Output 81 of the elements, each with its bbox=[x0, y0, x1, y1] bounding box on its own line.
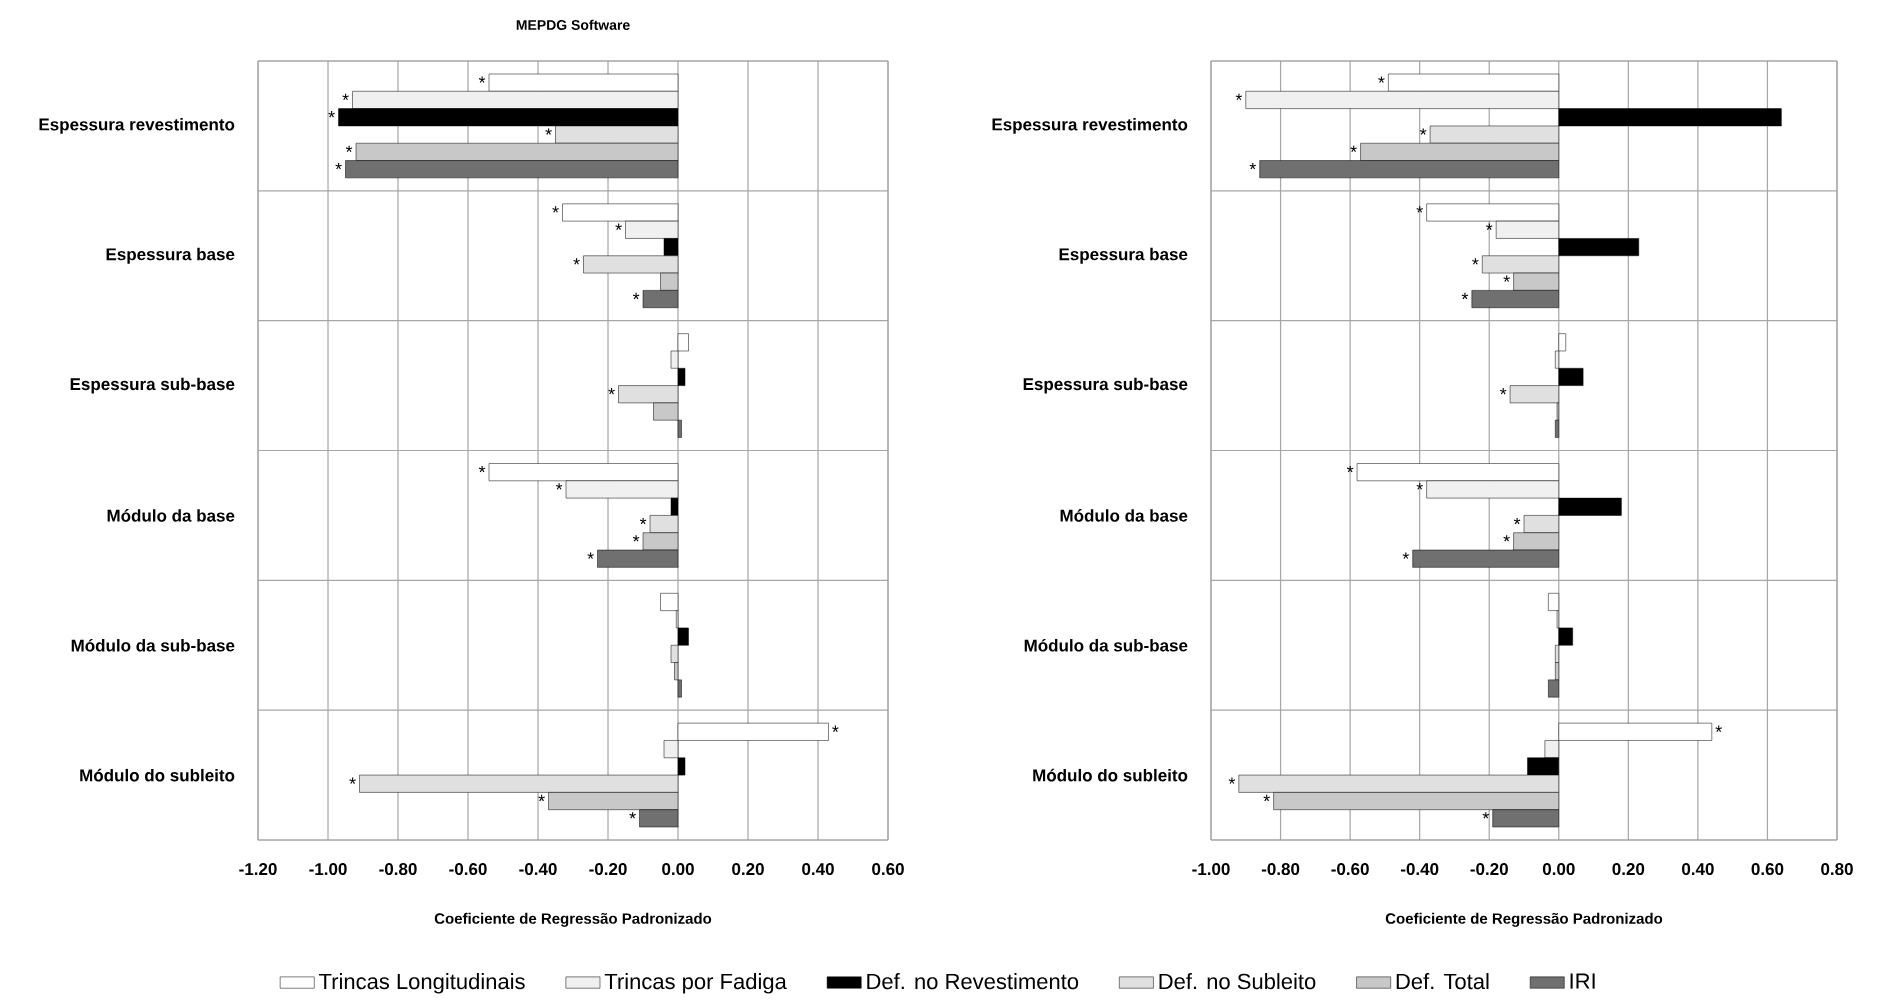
data-label: * bbox=[1472, 258, 1479, 265]
data-label: * bbox=[1503, 275, 1510, 282]
x-tick-label: 0.00 bbox=[662, 863, 694, 876]
legend-label: Trincas Longitudinais bbox=[319, 973, 525, 994]
data-label: * bbox=[587, 552, 594, 559]
data-label: * bbox=[573, 258, 580, 265]
y-tick-label: Espessura base bbox=[106, 247, 235, 264]
chart-title: MEPDG Software bbox=[516, 19, 630, 30]
data-label: * bbox=[1513, 517, 1521, 525]
x-tick-label: 0.20 bbox=[732, 863, 764, 876]
data-label: * bbox=[1416, 206, 1423, 213]
data-label: * bbox=[632, 535, 640, 542]
x-tick-label: 0.60 bbox=[1751, 863, 1784, 876]
data-label: * bbox=[1419, 128, 1427, 135]
x-tick-label: -1.20 bbox=[239, 863, 277, 876]
y-tick-label: Módulo do subleito bbox=[80, 768, 235, 782]
legend-label: Def. Total bbox=[1396, 973, 1489, 990]
y-tick-label: Espessura revestimento bbox=[39, 118, 235, 134]
data-label: * bbox=[1486, 223, 1493, 230]
data-label: * bbox=[328, 111, 335, 118]
data-label: * bbox=[1378, 76, 1385, 83]
data-label: * bbox=[1715, 725, 1722, 732]
y-tick-label: Espessura sub-base bbox=[1023, 377, 1188, 394]
data-label: * bbox=[1402, 552, 1410, 559]
x-tick-label: -0.40 bbox=[519, 863, 557, 876]
x-tick-label: 0.40 bbox=[802, 863, 834, 876]
x-tick-label: -0.60 bbox=[449, 863, 487, 876]
data-label: * bbox=[349, 777, 356, 784]
x-tick-label: 0.60 bbox=[872, 863, 904, 876]
data-label: * bbox=[639, 517, 647, 525]
x-tick-label: -0.80 bbox=[379, 863, 417, 876]
data-label: * bbox=[1499, 388, 1507, 395]
data-label: * bbox=[478, 76, 486, 83]
y-tick-label: Módulo da sub-base bbox=[71, 638, 235, 652]
data-label: * bbox=[552, 206, 559, 213]
data-label: * bbox=[608, 388, 615, 395]
x-tick-label: -0.20 bbox=[1470, 863, 1508, 876]
y-tick-label: Módulo da sub-base bbox=[1024, 638, 1188, 652]
x-tick-label: 0.20 bbox=[1612, 863, 1645, 876]
x-tick-label: -1.00 bbox=[1192, 863, 1230, 876]
x-axis-title: Coeficiente de Regressão Padronizado bbox=[1385, 912, 1663, 927]
data-label: * bbox=[342, 93, 349, 101]
legend-label: IRI bbox=[1570, 973, 1595, 989]
x-tick-label: 0.00 bbox=[1542, 863, 1575, 876]
data-label: * bbox=[1503, 535, 1510, 542]
x-tick-label: 0.40 bbox=[1682, 863, 1714, 876]
data-label: * bbox=[832, 725, 839, 732]
data-label: * bbox=[1461, 292, 1469, 300]
x-tick-label: -0.40 bbox=[1400, 863, 1439, 876]
data-label: * bbox=[538, 794, 545, 802]
data-label: * bbox=[1249, 163, 1256, 170]
data-label: * bbox=[1228, 777, 1236, 784]
y-tick-label: Módulo da base bbox=[1060, 509, 1188, 522]
x-tick-label: -1.00 bbox=[309, 863, 347, 876]
data-label: * bbox=[1416, 483, 1423, 490]
data-label: * bbox=[1263, 794, 1270, 802]
legend-label: Def. no Subleito bbox=[1159, 973, 1316, 990]
data-label: * bbox=[1350, 145, 1357, 153]
data-label: * bbox=[555, 483, 563, 490]
y-tick-label: Espessura revestimento bbox=[992, 117, 1188, 134]
x-axis-title: Coeficiente de Regressão Padronizado bbox=[434, 912, 712, 927]
legend-label: Def. no Revestimento bbox=[867, 973, 1079, 990]
data-label: * bbox=[345, 145, 353, 153]
data-label: * bbox=[545, 128, 552, 135]
x-tick-label: -0.60 bbox=[1331, 863, 1369, 876]
y-tick-label: Espessura sub-base bbox=[70, 377, 235, 394]
data-label: * bbox=[335, 163, 342, 170]
data-label: * bbox=[1482, 812, 1490, 819]
data-label: * bbox=[1235, 93, 1243, 101]
data-label: * bbox=[632, 292, 640, 300]
y-tick-label: Módulo do subleito bbox=[1033, 768, 1188, 782]
y-tick-label: Módulo da base bbox=[107, 509, 235, 522]
data-label: * bbox=[615, 223, 622, 230]
data-label: * bbox=[1346, 465, 1354, 473]
data-label: * bbox=[478, 465, 486, 473]
data-label: * bbox=[629, 812, 636, 819]
x-tick-label: -0.80 bbox=[1261, 863, 1300, 876]
x-tick-label: -0.20 bbox=[589, 863, 627, 876]
y-tick-label: Espessura base bbox=[1059, 247, 1188, 264]
x-tick-label: 0.80 bbox=[1821, 863, 1853, 876]
legend-label: Trincas por Fadiga bbox=[604, 973, 787, 994]
